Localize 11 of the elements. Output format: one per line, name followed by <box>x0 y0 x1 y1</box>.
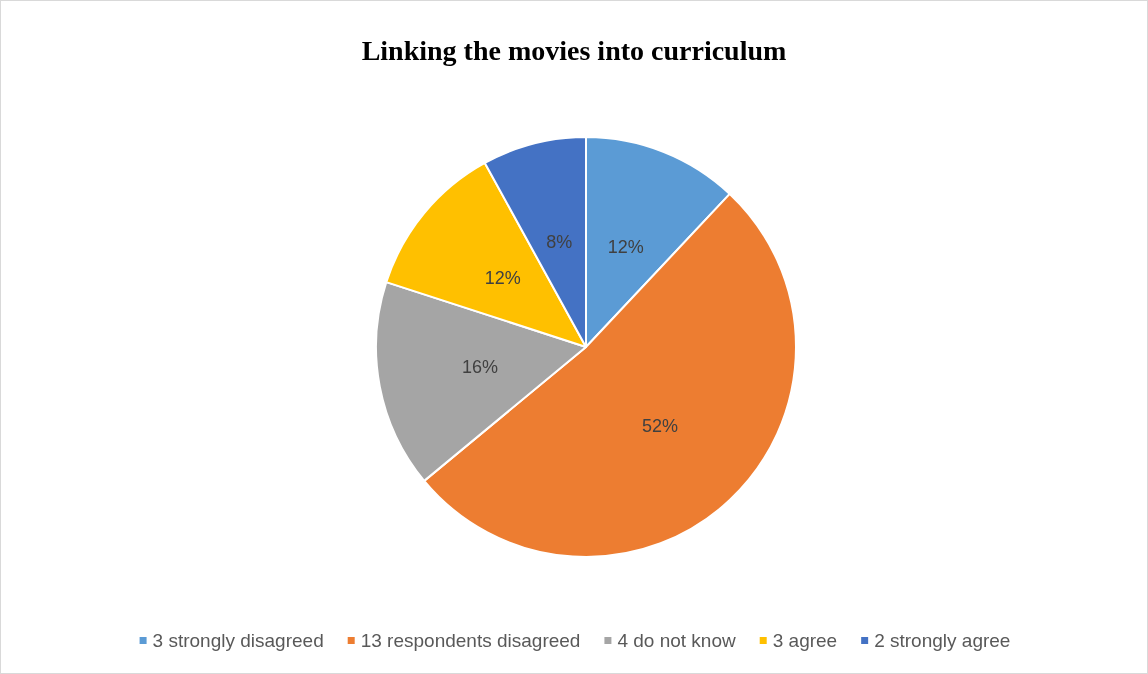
legend-label: 2 strongly agree <box>874 630 1011 651</box>
data-label: 16% <box>461 357 498 378</box>
legend-label: 13 respondents disagreed <box>360 630 581 651</box>
data-label: 52% <box>641 415 678 436</box>
legend-label: 3 agree <box>772 630 838 651</box>
legend-label: 4 do not know <box>617 630 736 651</box>
data-label: 12% <box>484 268 521 289</box>
legend-label: 3 strongly disagreed <box>152 630 324 651</box>
data-label: 8% <box>546 232 573 253</box>
chart-title: Linking the movies into curriculum <box>361 34 787 66</box>
data-label: 12% <box>607 236 644 257</box>
